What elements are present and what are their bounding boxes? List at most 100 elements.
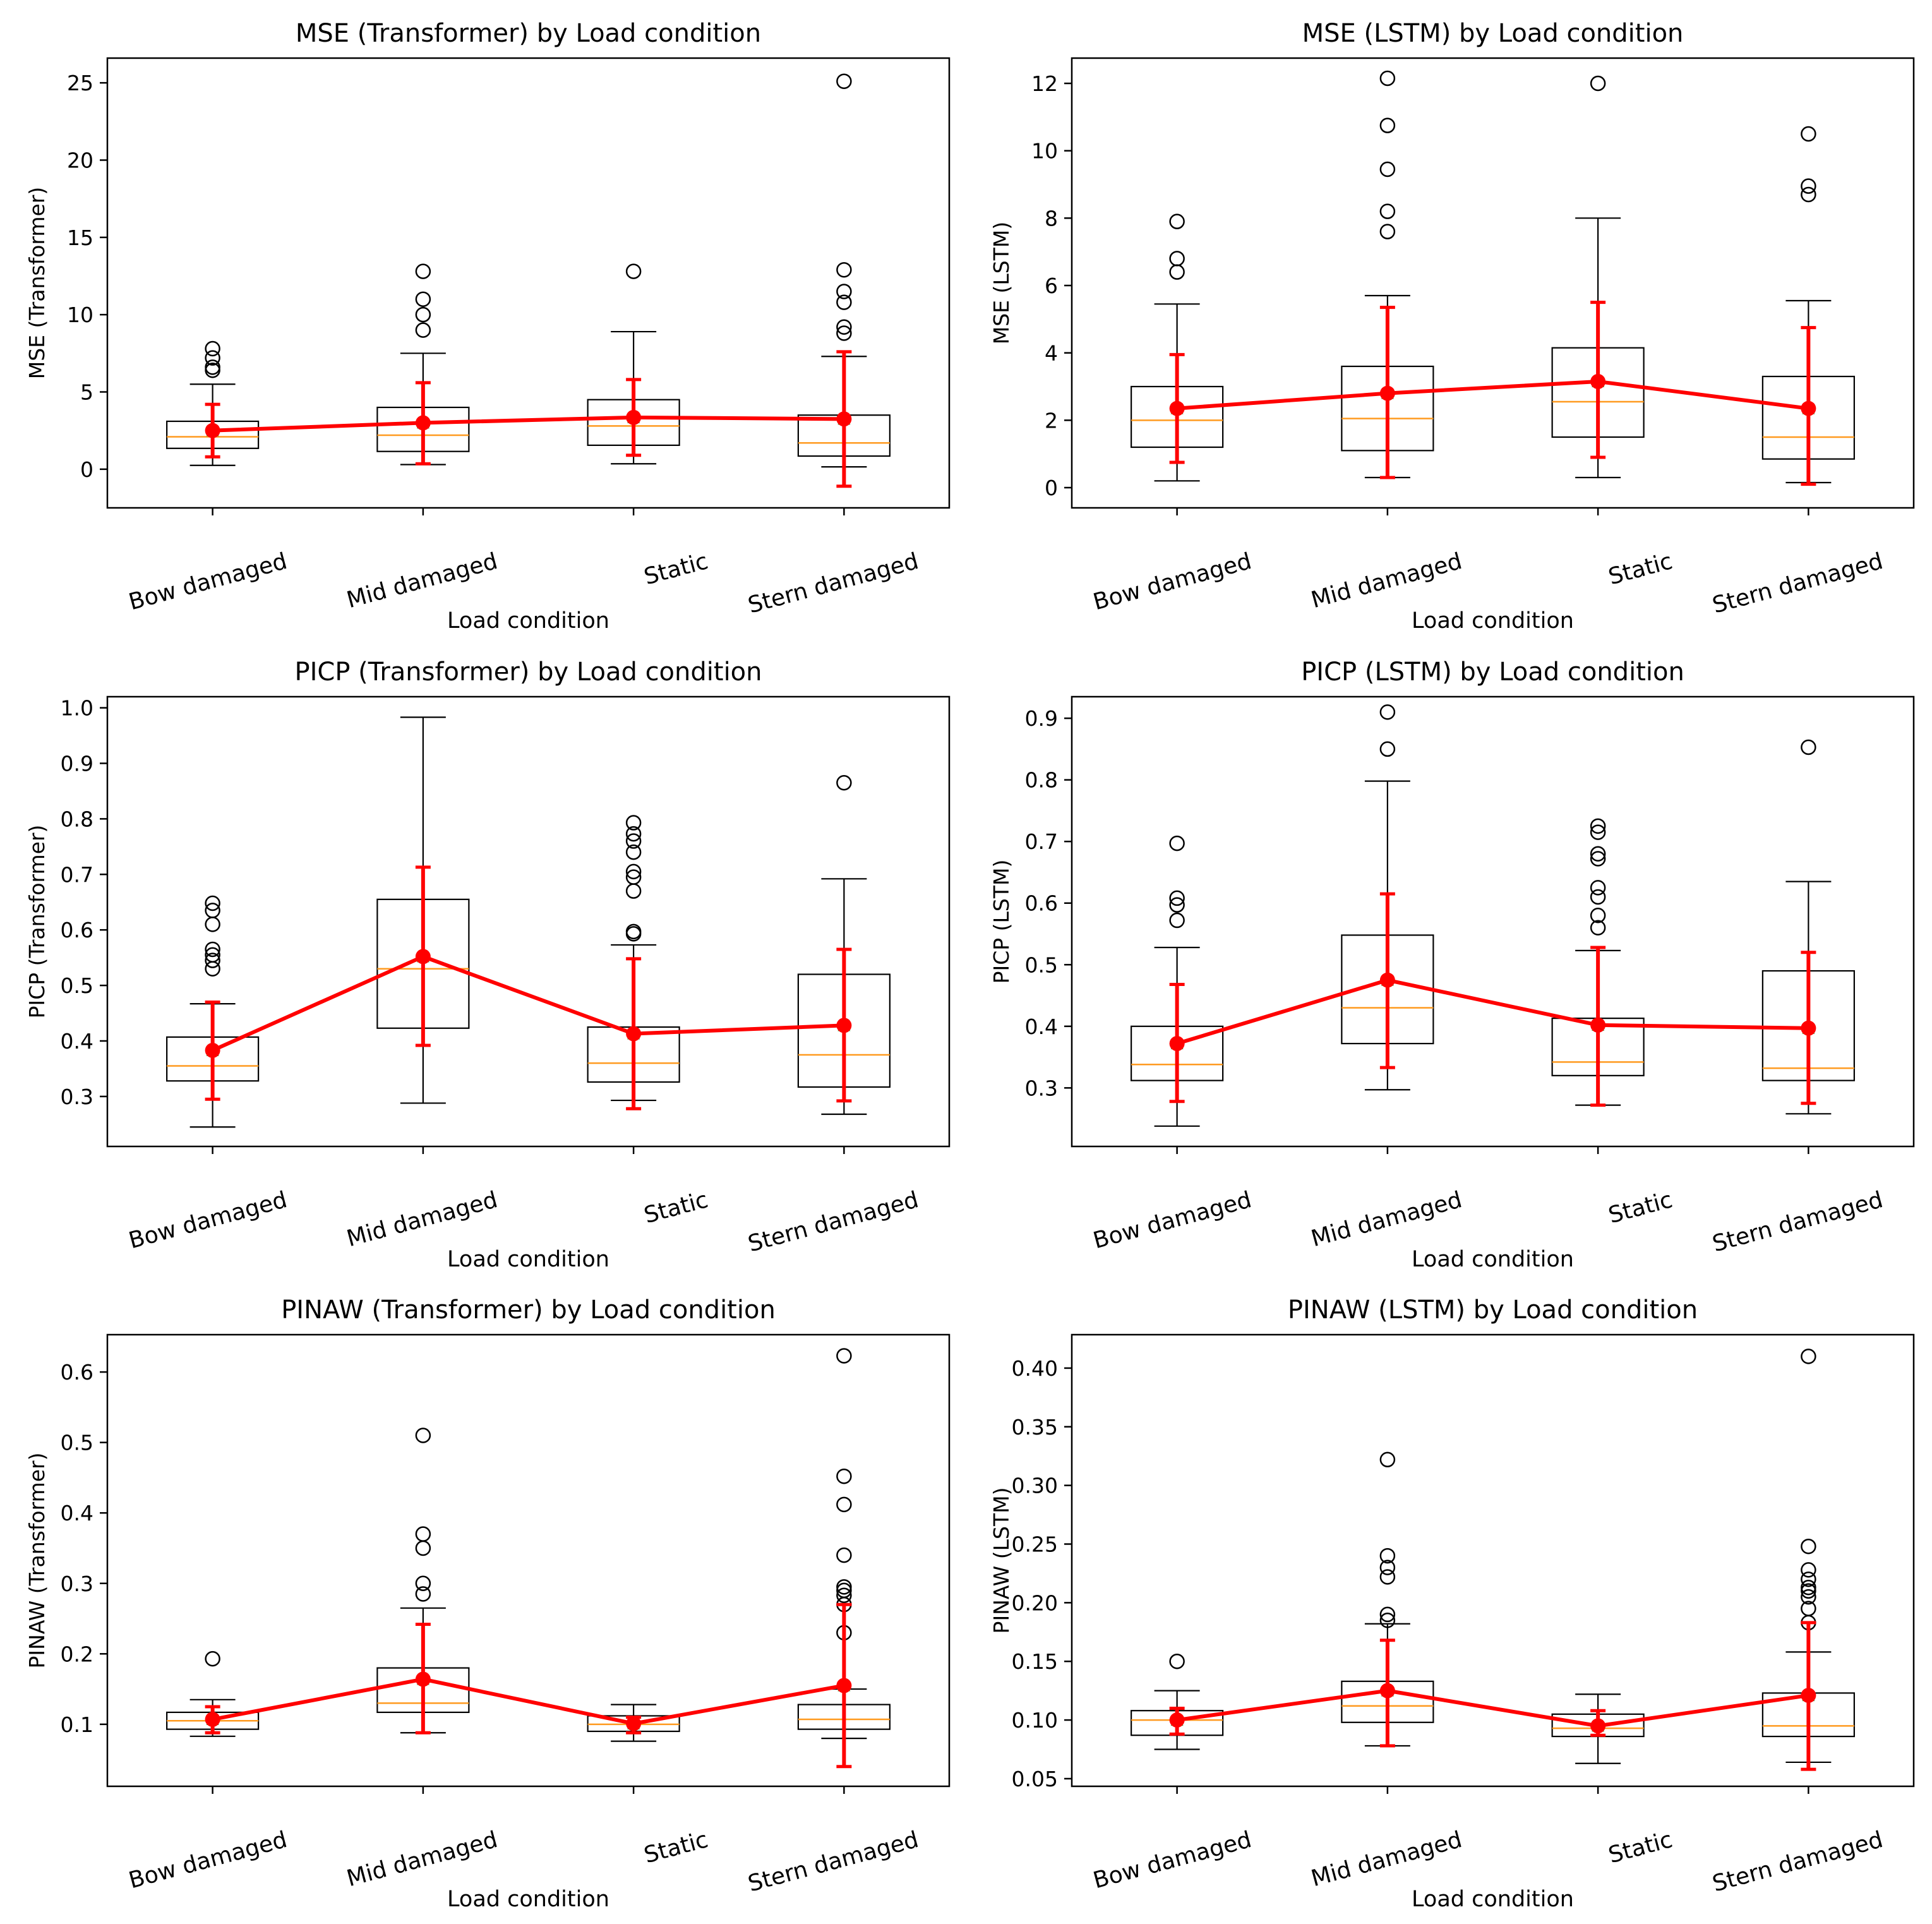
outlier-point [836,294,852,310]
outlier-point [205,359,220,375]
chart-title: PINAW (LSTM) by Load condition [1288,1296,1698,1325]
y-tick-label: 0.5 [61,1431,93,1455]
plot-area-frame [1071,57,1915,509]
mean-point-mid-damaged [415,415,431,431]
plot-area-frame [1071,695,1915,1148]
y-tick-label: 0.4 [61,1029,93,1054]
outlier-point [1801,186,1816,203]
x-axis-label: Load condition [1412,608,1574,634]
mean-point-stern-damaged [1801,400,1816,416]
mean-point-static [1590,1718,1606,1734]
outlier-point [625,826,642,842]
outlier-point [1590,846,1606,862]
mean-trend-line [212,415,844,433]
mean-point-mid-damaged [1379,385,1395,401]
outlier-point [1801,1538,1816,1554]
plot-area-frame [106,57,951,509]
outlier-point [1801,1579,1816,1596]
outlier-point [625,263,642,279]
y-tick-label: 0.3 [61,1085,93,1109]
x-axis-label: Load condition [447,608,609,634]
y-tick-label: 0.2 [61,1642,93,1666]
outlier-point [1590,920,1606,936]
outlier-point [1801,1349,1816,1364]
outlier-point [1801,1601,1816,1616]
outlier-point [1379,161,1396,177]
y-tick-label: 0.10 [1012,1708,1058,1733]
outlier-point [625,863,642,880]
y-tick-label: 15 [67,225,93,250]
outlier-point [625,869,642,885]
outlier-point [205,350,220,366]
outlier-point [205,953,220,968]
outlier-point [205,941,220,958]
y-tick-label: 6 [1045,274,1058,298]
outlier-point [836,1468,852,1484]
y-tick-label: 0.7 [61,862,93,887]
outlier-point [836,774,852,791]
y-tick-label: 0.35 [1012,1415,1058,1440]
y-tick-label: 0.40 [1012,1356,1058,1381]
y-tick-label: 2 [1045,408,1058,433]
outlier-point [836,1496,852,1513]
mean-trend-line [212,954,844,1052]
plot-area-frame [106,695,951,1148]
outlier-point [1801,1571,1816,1587]
y-axis-label: PICP (Transformer) [25,825,49,1019]
outlier-point [836,325,852,341]
outlier-point [1379,203,1396,219]
outlier-point [1379,1612,1396,1628]
mean-point-stern-damaged [1801,1688,1816,1704]
outlier-point [1590,889,1606,905]
outlier-point [836,284,852,299]
outlier-point [1590,824,1606,840]
y-tick-label: 0.30 [1012,1474,1058,1498]
y-tick-label: 10 [67,303,93,327]
outlier-point [836,1348,852,1364]
subplot-3: PICP (Transformer) by Load condition PICP… [25,658,951,1272]
chart-title: PINAW (Transformer) by Load condition [281,1296,776,1325]
y-tick-label: 0.25 [1012,1532,1058,1557]
outlier-point [1379,117,1396,133]
chart-title: PICP (LSTM) by Load condition [1301,658,1684,687]
outlier-point [836,1547,852,1563]
outlier-point [1590,818,1606,834]
outlier-point [205,895,220,911]
outlier-point [1379,1452,1396,1468]
mean-trend-line [1176,978,1809,1045]
box-mid-damaged [1341,1452,1434,1747]
outlier-point [1590,75,1606,92]
outlier-point [205,903,220,918]
outlier-point [415,263,431,279]
mean-point-stern-damaged [1801,1020,1816,1036]
mean-point-mid-damaged [1379,1683,1395,1699]
outlier-point [415,1526,431,1542]
y-tick-label: 0.05 [1012,1767,1058,1791]
outlier-point [1801,1583,1816,1599]
mean-point-stern-damaged [836,1018,852,1033]
outlier-point [1169,912,1185,929]
outlier-point [415,1428,431,1443]
outlier-point [836,1579,852,1595]
mean-trend-line [212,1677,844,1726]
y-axis-label: MSE (LSTM) [989,222,1014,344]
mean-point-stern-damaged [836,1678,852,1693]
plot-area-frame [106,1333,951,1788]
y-axis-label: PICP (LSTM) [989,860,1014,984]
mean-point-static [626,1026,642,1042]
outlier-point [1379,1548,1396,1564]
y-tick-label: 0.8 [1025,768,1058,793]
y-tick-label: 0.4 [1025,1014,1058,1039]
mean-point-bow-damaged [1169,1036,1185,1052]
mean-point-bow-damaged [1169,1712,1185,1728]
y-axis-label: MSE (Transformer) [25,187,49,380]
outlier-point [415,1586,431,1602]
y-tick-label: 0 [1045,476,1058,500]
y-tick-label: 5 [80,380,93,404]
outlier-point [205,947,220,963]
y-tick-label: 0.5 [61,973,93,998]
outlier-point [1590,851,1606,867]
mean-point-static [1590,374,1606,389]
x-axis-label: Load condition [447,1247,609,1272]
